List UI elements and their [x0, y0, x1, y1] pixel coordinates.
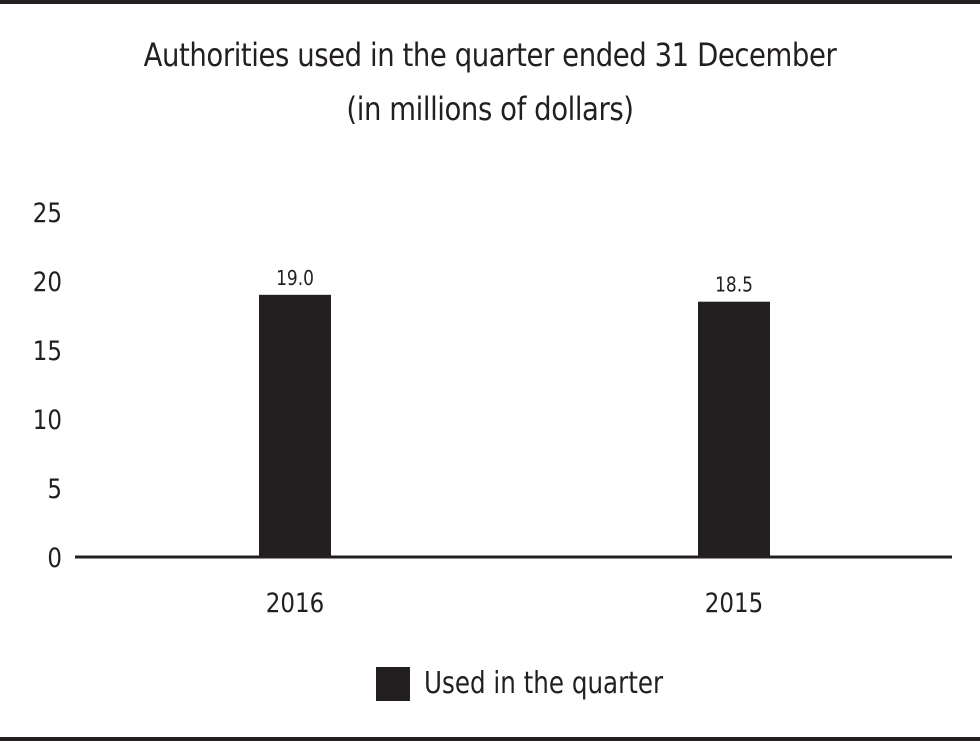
bar-value-label: 19.0 [276, 268, 314, 291]
legend: Used in the quarter [0, 660, 980, 708]
chart-subtitle: (in millions of dollars) [346, 90, 634, 128]
bar [259, 294, 331, 557]
x-category-label: 2015 [705, 587, 763, 618]
bottom-rule [0, 737, 980, 741]
legend-label: Used in the quarter [424, 666, 664, 701]
top-rule [0, 0, 980, 4]
y-tick-label: 15 [33, 335, 62, 366]
bar-value-label: 18.5 [715, 274, 753, 297]
y-tick-label: 5 [47, 473, 62, 504]
bar [698, 301, 770, 557]
y-tick-label: 20 [33, 266, 62, 297]
y-tick-label: 25 [33, 197, 62, 228]
legend-swatch [376, 667, 410, 701]
chart-title: Authorities used in the quarter ended 31… [143, 36, 837, 74]
x-category-label: 2016 [266, 587, 324, 618]
y-tick-label: 0 [47, 542, 62, 573]
y-tick-label: 10 [33, 404, 62, 435]
